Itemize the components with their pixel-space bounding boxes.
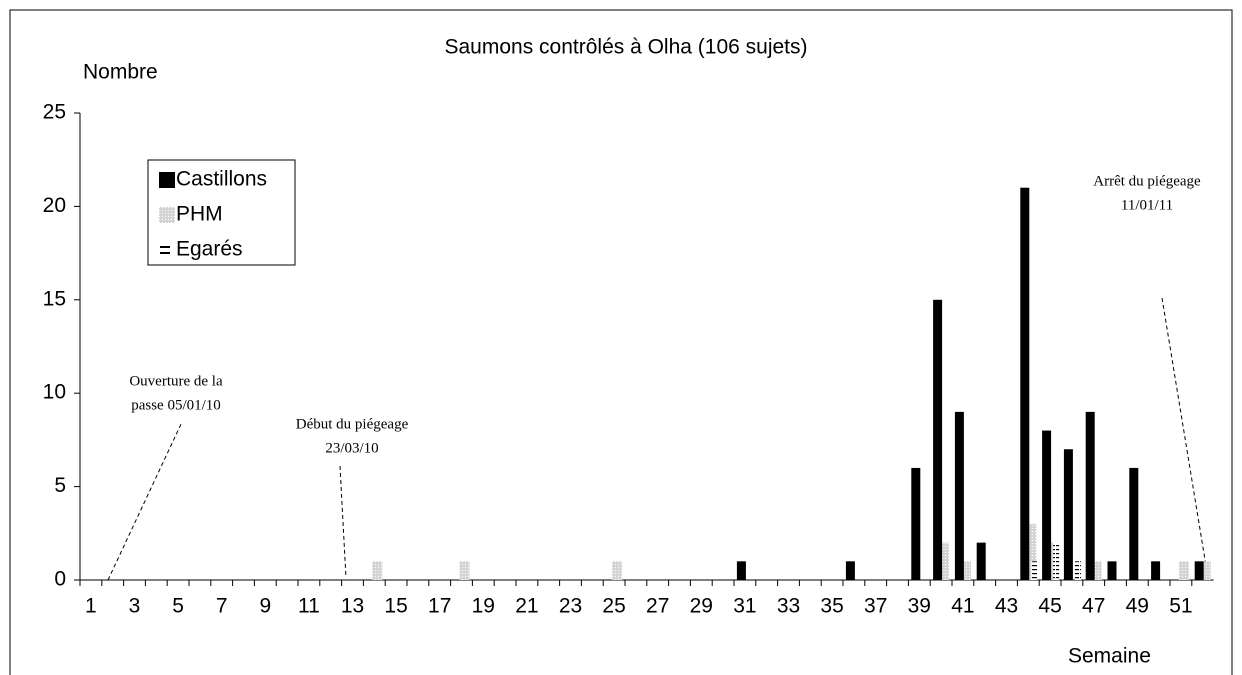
y-tick-label: 0: [54, 568, 66, 591]
x-tick-label: 51: [1169, 595, 1192, 618]
bar: [612, 561, 623, 580]
x-tick-label: 15: [384, 595, 407, 618]
x-tick-label: 9: [259, 595, 271, 618]
bar: [1091, 561, 1102, 580]
y-axis-label: Nombre: [83, 61, 158, 84]
bar: [939, 542, 950, 580]
x-tick-label: 21: [515, 595, 538, 618]
legend-label: Castillons: [176, 168, 267, 191]
bar: [1026, 523, 1037, 580]
bar: [1200, 561, 1211, 580]
bar: [954, 411, 964, 580]
bar: [459, 561, 470, 580]
legend-label: PHM: [176, 203, 223, 226]
x-axis-label: Semaine: [1068, 645, 1151, 668]
bar: [1053, 542, 1060, 580]
x-tick-label: 35: [820, 595, 843, 618]
x-tick-label: 27: [646, 595, 669, 618]
x-tick-label: 41: [951, 595, 974, 618]
x-tick-label: 23: [559, 595, 582, 618]
y-tick-label: 25: [43, 101, 66, 124]
annotation: 11/01/11: [1121, 197, 1173, 213]
x-tick-label: 45: [1038, 595, 1061, 618]
x-tick-label: 1: [85, 595, 97, 618]
y-tick-label: 20: [43, 194, 66, 217]
annotation-leaders: [107, 297, 1209, 581]
x-tick-label: 3: [129, 595, 141, 618]
legend-swatch: [160, 252, 170, 254]
bar: [1151, 561, 1161, 580]
bar: [372, 561, 383, 580]
bar: [933, 299, 943, 580]
x-tick-label: 49: [1126, 595, 1149, 618]
x-tick-label: 43: [995, 595, 1018, 618]
annotation: Arrêt du piégeage: [1093, 173, 1201, 189]
annotation: Ouverture de la: [129, 373, 223, 389]
bar: [736, 561, 746, 580]
legend-swatch: [159, 172, 175, 188]
x-tick-label: 5: [172, 595, 184, 618]
legend-swatch: [159, 207, 175, 223]
y-tick-label: 10: [43, 381, 66, 404]
x-tick-label: 11: [298, 595, 320, 618]
frame: [9, 9, 1233, 675]
bar: [1107, 561, 1117, 580]
bar: [1085, 411, 1095, 580]
x-tick-label: 47: [1082, 595, 1105, 618]
x-tick-label: 7: [216, 595, 228, 618]
legend-swatch: [160, 246, 170, 248]
x-tick-label: 33: [777, 595, 800, 618]
bar: [911, 467, 921, 580]
bar: [976, 542, 986, 580]
bar: [1074, 561, 1081, 580]
chart-title: Saumons contrôlés à Olha (106 sujets): [444, 36, 807, 59]
bar: [1129, 467, 1139, 580]
x-tick-label: 39: [908, 595, 931, 618]
bar: [845, 561, 855, 580]
x-tick-label: 17: [428, 595, 451, 618]
x-tick-label: 19: [472, 595, 495, 618]
annotation: Début du piégeage: [296, 416, 409, 432]
bar: [1063, 449, 1073, 580]
x-tick-label: 13: [341, 595, 364, 618]
bar: [1042, 430, 1052, 580]
x-tick-label: 37: [864, 595, 887, 618]
bar: [1031, 561, 1038, 580]
annotation: passe 05/01/10: [131, 397, 221, 413]
y-tick-label: 5: [54, 474, 66, 497]
legend-label: Egarés: [176, 238, 243, 261]
x-tick-label: 25: [602, 595, 625, 618]
annotation: 23/03/10: [325, 440, 378, 456]
x-tick-label: 29: [690, 595, 713, 618]
x-tick-label: 31: [733, 595, 756, 618]
bar: [960, 561, 971, 580]
bar: [1194, 561, 1204, 580]
bar: [1178, 561, 1189, 580]
y-tick-label: 15: [43, 287, 66, 310]
bar: [1020, 187, 1030, 580]
